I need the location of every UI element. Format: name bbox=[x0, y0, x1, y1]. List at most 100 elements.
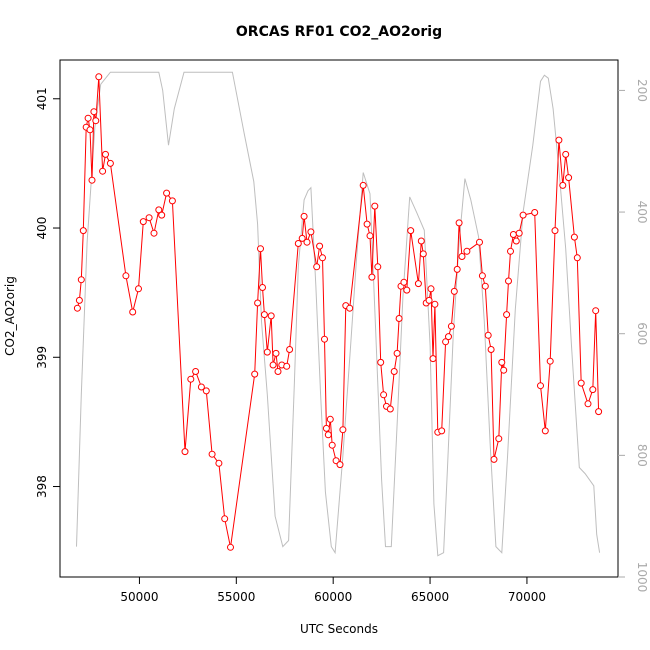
co2-point bbox=[546, 357, 554, 365]
co2-point bbox=[531, 209, 539, 216]
co2-point bbox=[537, 382, 544, 390]
co2-point bbox=[445, 333, 452, 341]
co2-point bbox=[79, 227, 87, 235]
co2-point bbox=[414, 280, 422, 288]
x-axis: 50000 55000 60000 65000 70000 bbox=[120, 577, 546, 604]
co2-point bbox=[380, 391, 388, 399]
co2-point bbox=[181, 448, 189, 456]
co2-point bbox=[84, 114, 92, 122]
co2-point bbox=[509, 231, 517, 238]
x-axis-label: UTC Seconds bbox=[300, 622, 378, 636]
co2-point bbox=[438, 427, 446, 435]
co2-point bbox=[592, 307, 600, 315]
co2-point bbox=[512, 237, 520, 245]
co2-point bbox=[227, 543, 234, 551]
co2-point bbox=[88, 176, 96, 184]
co2-point bbox=[490, 455, 498, 463]
co2-point bbox=[135, 285, 142, 293]
co2-point bbox=[562, 150, 570, 158]
co2-point bbox=[500, 366, 508, 374]
co2-point bbox=[221, 515, 229, 523]
co2-point bbox=[99, 167, 107, 175]
co2-point bbox=[577, 379, 585, 387]
y2-tick-label: 200 bbox=[635, 79, 649, 102]
co2-point bbox=[573, 254, 581, 262]
co2-point bbox=[589, 386, 597, 394]
y-axis-left: 398 399 400 401 bbox=[35, 87, 60, 498]
co2-point bbox=[139, 218, 147, 226]
co2-point bbox=[303, 238, 311, 246]
co2-point bbox=[259, 284, 266, 291]
x-tick-label: 55000 bbox=[217, 590, 255, 604]
co2-point bbox=[519, 211, 527, 219]
co2-point bbox=[267, 312, 275, 320]
co2-point bbox=[95, 73, 103, 81]
co2-point bbox=[346, 304, 354, 312]
co2-point bbox=[122, 272, 130, 280]
co2-point bbox=[129, 308, 137, 316]
co2-point bbox=[77, 276, 85, 284]
co2-point bbox=[215, 459, 223, 467]
co2-point bbox=[316, 242, 324, 250]
co2-line bbox=[76, 76, 600, 548]
co2-point bbox=[269, 361, 277, 369]
co2-point bbox=[407, 227, 415, 235]
co2-point bbox=[503, 311, 511, 319]
co2-point bbox=[447, 322, 455, 330]
co2-point bbox=[515, 229, 523, 237]
co2-point bbox=[463, 247, 471, 255]
co2-point bbox=[484, 331, 492, 339]
co2-point bbox=[286, 346, 294, 353]
co2-point bbox=[442, 338, 450, 346]
y2-tick-label: 600 bbox=[635, 322, 649, 345]
co2-point bbox=[75, 296, 83, 304]
co2-point bbox=[208, 450, 216, 458]
co2-point bbox=[427, 285, 435, 293]
co2-point bbox=[90, 108, 98, 116]
x-tick-label: 65000 bbox=[411, 590, 449, 604]
co2-point bbox=[163, 189, 171, 197]
co2-point bbox=[584, 400, 592, 408]
co2-point bbox=[565, 174, 573, 182]
co2-point bbox=[505, 277, 512, 285]
co2-point bbox=[429, 355, 437, 363]
co2-point bbox=[393, 349, 401, 357]
co2-point bbox=[260, 311, 268, 319]
co2-point bbox=[495, 435, 503, 443]
co2-point bbox=[417, 237, 425, 245]
co2-point bbox=[86, 126, 94, 134]
co2-point bbox=[300, 212, 308, 220]
co2-point bbox=[257, 245, 264, 253]
co2-point bbox=[541, 427, 549, 435]
co2-point bbox=[570, 233, 578, 241]
series-altitude bbox=[76, 71, 601, 557]
co2-point bbox=[419, 250, 427, 258]
co2-point bbox=[551, 227, 559, 235]
co2-point bbox=[363, 220, 371, 228]
y2-tick-label: 1000 bbox=[635, 562, 649, 593]
y-tick-label: 401 bbox=[35, 87, 49, 110]
co2-point bbox=[168, 197, 176, 205]
x-tick-label: 50000 bbox=[120, 590, 158, 604]
x-tick-label: 60000 bbox=[314, 590, 352, 604]
co2-point bbox=[92, 117, 100, 125]
co2-point bbox=[326, 415, 334, 423]
co2-point bbox=[192, 368, 200, 375]
co2-point bbox=[487, 346, 495, 353]
co2-point bbox=[313, 263, 321, 271]
co2-point bbox=[324, 431, 332, 439]
co2-point bbox=[283, 362, 291, 370]
co2-point bbox=[400, 278, 408, 286]
altitude-line bbox=[76, 71, 601, 557]
co2-point bbox=[197, 383, 205, 391]
co2-point bbox=[377, 358, 385, 366]
x-tick-label: 70000 bbox=[508, 590, 546, 604]
y2-tick-label: 800 bbox=[635, 444, 649, 467]
co2-point bbox=[294, 240, 302, 247]
co2-point bbox=[431, 300, 439, 308]
co2-point bbox=[453, 265, 461, 273]
y-tick-label: 400 bbox=[35, 217, 49, 240]
co2-point bbox=[251, 370, 259, 378]
